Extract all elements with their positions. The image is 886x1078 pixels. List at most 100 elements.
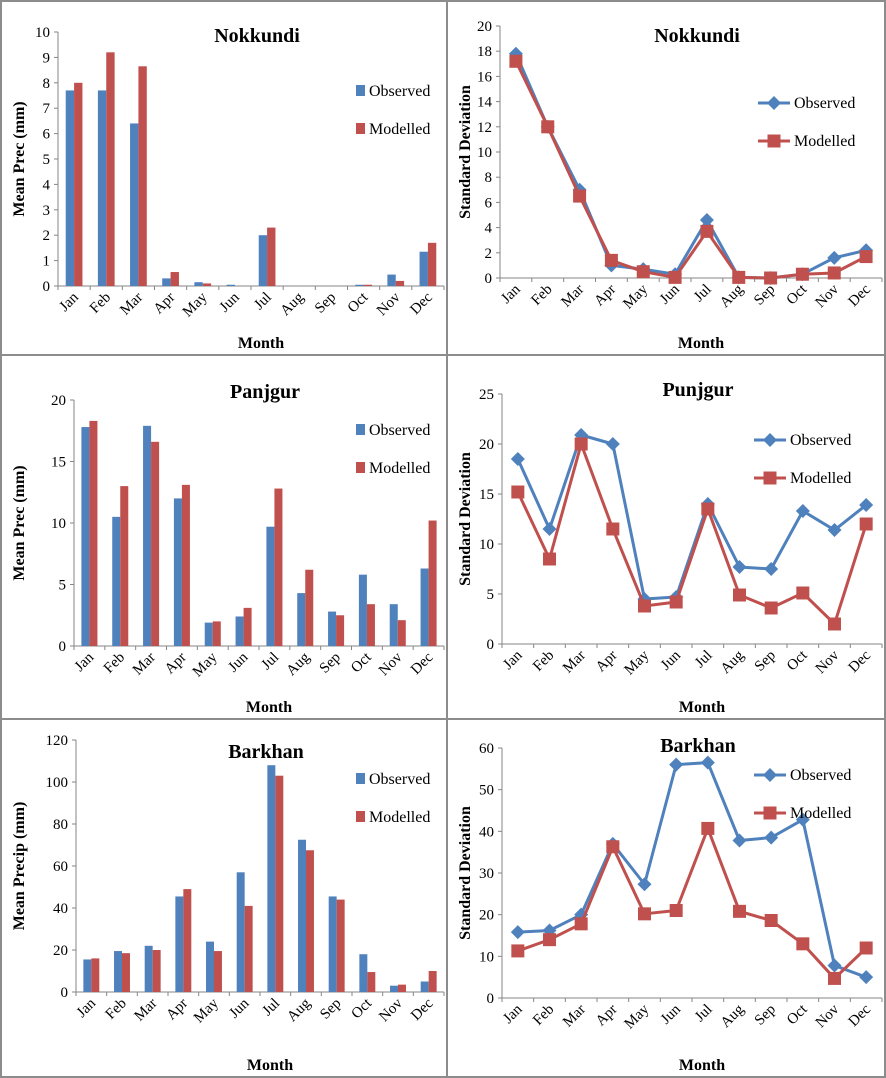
legend-label: Modelled xyxy=(369,460,430,477)
x-tick-label: Aug xyxy=(283,649,313,679)
x-tick-label: Nov xyxy=(376,995,406,1025)
legend-swatch-modelled xyxy=(356,123,365,134)
legend-marker-modelled xyxy=(767,134,781,148)
bar-observed xyxy=(390,985,398,992)
bar-observed xyxy=(258,235,268,286)
bar-modelled xyxy=(395,280,405,286)
bar-modelled xyxy=(305,569,314,646)
y-axis-label: Standard Deviation xyxy=(457,85,474,219)
x-tick-label: May xyxy=(180,289,211,320)
bar-observed xyxy=(83,959,92,992)
x-tick-label: Mar xyxy=(560,1002,589,1031)
bar-observed xyxy=(387,274,396,286)
x-tick-label: Mar xyxy=(130,650,159,679)
marker-observed xyxy=(508,46,523,61)
chart-panel-4: Punjgur 0 5 10 15 20 25 Jan Feb Mar Apr May Jun Jul Au… xyxy=(446,354,886,720)
marker-observed xyxy=(859,970,874,985)
y-tick-label: 0 xyxy=(487,991,495,1007)
x-tick-label: Apr xyxy=(162,650,190,678)
marker-modelled xyxy=(732,270,746,284)
bar-modelled xyxy=(120,486,129,646)
x-tick-label: Dec xyxy=(407,289,436,318)
x-axis-label: Month xyxy=(238,335,284,352)
marker-modelled xyxy=(859,517,873,531)
marker-modelled xyxy=(511,485,525,499)
y-tick-label: 4 xyxy=(43,177,51,193)
chart-svg: Nokkundi 0 1 2 3 4 5 6 7 8 9 10 Jan Feb Mar Apr May Jun Ju… xyxy=(11,25,445,352)
y-tick-label: 120 xyxy=(46,733,69,749)
y-tick-label: 8 xyxy=(485,170,493,186)
bar-modelled xyxy=(212,621,221,646)
x-axis-label: Month xyxy=(246,699,292,716)
bar-modelled xyxy=(428,971,437,992)
marker-modelled xyxy=(606,840,620,854)
y-tick-label: 80 xyxy=(53,817,68,833)
y-tick-label: 20 xyxy=(51,393,66,409)
bar-modelled xyxy=(427,242,437,286)
marker-observed xyxy=(795,812,810,827)
bar-modelled xyxy=(306,850,314,992)
legend-swatch-observed xyxy=(356,773,365,784)
marker-modelled xyxy=(606,522,620,536)
y-tick-label: 10 xyxy=(479,537,494,553)
marker-modelled xyxy=(541,120,555,134)
bar-observed xyxy=(328,896,337,992)
y-tick-label: 50 xyxy=(479,783,494,799)
marker-modelled xyxy=(828,617,841,631)
marker-modelled xyxy=(733,904,746,918)
legend-marker-observed xyxy=(763,768,777,782)
legend-swatch-observed xyxy=(356,424,365,435)
bar-modelled xyxy=(74,82,83,286)
marker-observed xyxy=(859,498,874,512)
bar-observed xyxy=(328,611,337,646)
marker-observed xyxy=(827,250,842,265)
y-tick-label: 6 xyxy=(43,127,51,143)
marker-modelled xyxy=(701,502,715,516)
bar-observed xyxy=(358,574,367,646)
bar-observed xyxy=(81,427,90,646)
y-tick-label: 6 xyxy=(485,195,493,211)
bar-observed xyxy=(206,941,214,992)
x-tick-label: Nov xyxy=(813,1001,843,1031)
y-tick-label: 10 xyxy=(477,145,492,161)
bar-observed xyxy=(297,593,306,646)
bar-observed xyxy=(389,604,398,646)
y-axis-label: Standard Deviation xyxy=(457,806,474,940)
x-tick-label: Jun xyxy=(657,281,683,307)
x-tick-label: May xyxy=(622,1001,653,1032)
x-tick-label: Dec xyxy=(846,647,875,676)
x-tick-label: Mar xyxy=(558,282,587,311)
x-tick-label: Jul xyxy=(251,290,275,314)
chart-panel-2: Nokkundi 0 2 4 6 8 10 12 14 16 18 20 Jan Feb Mar Apr May… xyxy=(446,0,886,356)
y-tick-label: 9 xyxy=(43,50,51,66)
legend-label: Observed xyxy=(790,767,851,784)
x-axis-label: Month xyxy=(679,699,725,716)
chart-svg: Nokkundi 0 2 4 6 8 10 12 14 16 18 20 Jan Feb Mar Apr May… xyxy=(457,19,883,352)
y-tick-label: 5 xyxy=(59,578,67,594)
bar-modelled xyxy=(138,66,147,286)
y-tick-label: 3 xyxy=(43,203,51,219)
marker-modelled xyxy=(795,267,809,281)
x-tick-label: Jun xyxy=(658,1001,684,1027)
bar-observed xyxy=(359,954,368,992)
marker-observed xyxy=(795,504,810,518)
x-tick-label: Jan xyxy=(74,995,100,1021)
x-tick-label: Oct xyxy=(784,281,811,308)
marker-observed xyxy=(827,958,842,973)
marker-modelled xyxy=(859,941,873,955)
bar-observed xyxy=(355,284,364,286)
x-tick-label: Mar xyxy=(117,290,146,319)
marker-modelled xyxy=(669,595,683,609)
y-tick-label: 2 xyxy=(485,246,493,262)
x-tick-label: Feb xyxy=(87,290,114,317)
x-tick-label: Jan xyxy=(500,1001,526,1027)
bar-observed xyxy=(144,945,153,992)
bar-observed xyxy=(236,872,245,992)
legend-label: Observed xyxy=(369,422,430,439)
x-tick-label: Mar xyxy=(560,648,589,677)
y-tick-label: 18 xyxy=(477,44,492,60)
x-tick-label: Sep xyxy=(752,1002,779,1029)
y-tick-label: 0 xyxy=(487,637,495,653)
x-tick-label: Apr xyxy=(151,290,179,318)
x-tick-label: Aug xyxy=(718,647,748,677)
